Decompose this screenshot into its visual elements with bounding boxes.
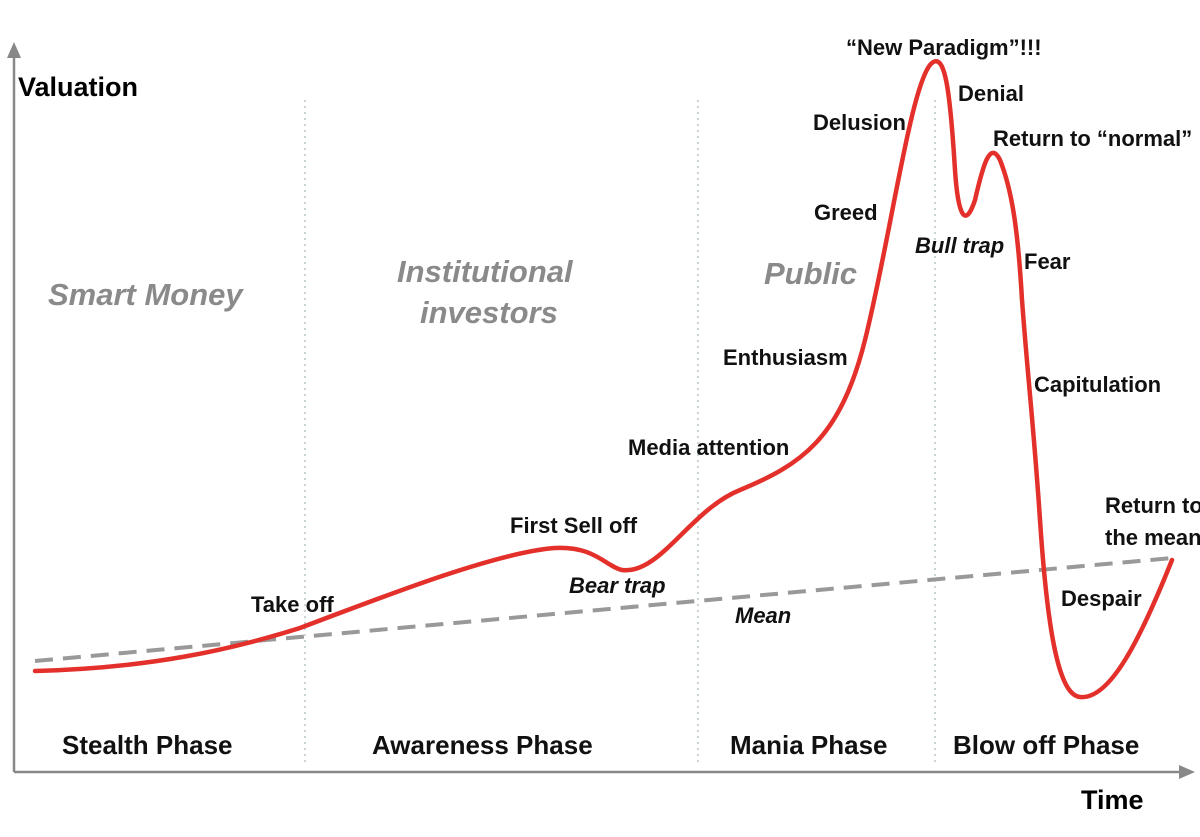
- label-delusion: Delusion: [813, 110, 906, 135]
- x-axis-label: Time: [1081, 785, 1144, 815]
- phase-awareness: Awareness Phase: [372, 730, 593, 760]
- label-bull-trap: Bull trap: [915, 233, 1004, 258]
- label-despair: Despair: [1061, 586, 1142, 611]
- label-capitulation: Capitulation: [1034, 372, 1161, 397]
- group-institutional-line2: investors: [420, 295, 558, 330]
- label-greed: Greed: [814, 200, 878, 225]
- label-return-normal: Return to “normal”: [993, 126, 1192, 151]
- label-mean: Mean: [735, 603, 791, 628]
- y-axis-label: Valuation: [18, 72, 138, 102]
- label-first-sell-off: First Sell off: [510, 513, 638, 538]
- label-new-paradigm: “New Paradigm”!!!: [846, 35, 1042, 60]
- label-bear-trap: Bear trap: [569, 573, 666, 598]
- label-enthusiasm: Enthusiasm: [723, 345, 848, 370]
- mean-line: [34, 556, 1173, 663]
- label-return-mean-line2: the mean: [1105, 525, 1200, 550]
- valuation-curve: [32, 59, 1175, 700]
- label-denial: Denial: [958, 81, 1024, 106]
- label-return-mean-line1: Return to: [1105, 493, 1200, 518]
- group-institutional-line1: Institutional: [397, 254, 574, 289]
- label-media-attention: Media attention: [628, 435, 789, 460]
- group-smart-money: Smart Money: [48, 277, 244, 312]
- phase-blowoff: Blow off Phase: [953, 730, 1139, 760]
- label-fear: Fear: [1024, 249, 1071, 274]
- phase-stealth: Stealth Phase: [62, 730, 233, 760]
- label-take-off: Take off: [251, 592, 334, 617]
- group-public: Public: [764, 256, 857, 291]
- phase-mania: Mania Phase: [730, 730, 888, 760]
- y-axis-arrow-icon: [7, 42, 21, 58]
- x-axis-arrow-icon: [1179, 765, 1195, 779]
